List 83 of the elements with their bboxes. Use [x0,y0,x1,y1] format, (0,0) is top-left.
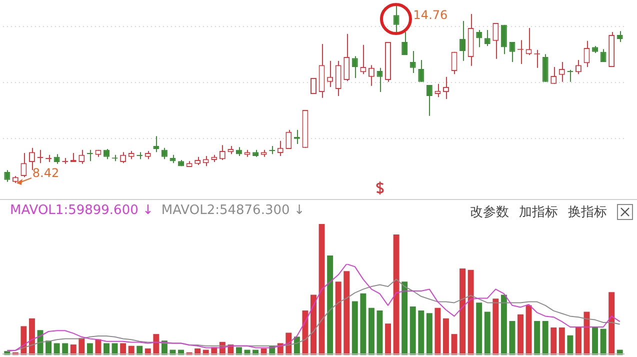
text: 换指标 [568,204,607,221]
candlestick [542,54,548,82]
candlestick [360,44,366,75]
bar [460,268,466,355]
candlestick [202,156,209,167]
bar [509,320,516,355]
bar [393,234,400,355]
bar [476,302,482,355]
bar [434,308,441,355]
bar [153,334,160,355]
candlestick [418,60,424,82]
candlestick [277,140,284,157]
bar [402,282,408,355]
bar [500,294,507,355]
bar [426,313,432,355]
bar [236,347,242,355]
candlestick [153,136,160,153]
bar [368,308,374,355]
bar [335,282,342,355]
bar [567,335,574,355]
candlestick [500,24,507,55]
candlestick [402,31,408,56]
bar [344,271,350,355]
bar [526,305,532,355]
bar [492,298,499,355]
annotation: 8.42 [32,166,60,180]
candlestick [410,50,416,74]
candlestick [476,29,482,48]
candlestick [558,61,565,82]
bar [29,318,35,355]
bar [468,270,474,355]
annotation: 14.76 [413,8,448,22]
bar [600,328,606,355]
bar [352,301,358,355]
candlestick [352,56,358,78]
bar [542,320,548,355]
bar [20,326,27,355]
bar [418,310,424,355]
bar [484,312,490,355]
bar [62,343,68,355]
candlestick [20,152,27,178]
text: MAVOL1:59899.600 ↓ [10,203,154,218]
bar [104,343,110,355]
bar [318,224,325,355]
candlestick [526,28,532,56]
bar [443,318,449,355]
candlestick [376,67,383,93]
candlestick [393,4,400,34]
bar [575,327,582,355]
candlestick [286,129,292,150]
candlestick [327,60,334,88]
bar [376,310,383,355]
bar [558,327,565,355]
bar [592,327,598,355]
bar [86,343,93,355]
bar [410,306,416,355]
candlestick [426,84,432,116]
bar [112,343,118,355]
candlestick [443,76,449,100]
bar [550,327,557,355]
bar [360,293,366,355]
candlestick [460,20,466,62]
candlestick [434,83,441,98]
text: 改参数 [470,204,509,221]
candlestick [335,60,342,96]
bar [302,310,308,355]
bar [608,292,615,355]
bar [70,344,76,355]
text: 加指标 [519,204,558,221]
bar [120,343,126,355]
candlestick [600,48,606,62]
bar [518,314,524,355]
candlestick [616,30,623,43]
bar [534,320,540,355]
candlestick [344,33,350,82]
candlestick [492,22,499,60]
candlestick [484,29,490,46]
bar [385,324,391,355]
bar [310,294,316,355]
candlestick [54,154,60,164]
bar [54,343,60,355]
bar [327,255,334,355]
text: MAVOL2:54876.300 ↓ [161,203,305,218]
